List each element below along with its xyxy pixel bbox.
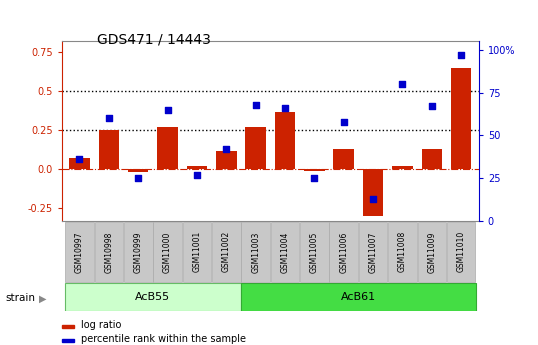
- FancyBboxPatch shape: [388, 222, 417, 282]
- Text: AcB55: AcB55: [136, 292, 171, 302]
- Point: [104, 116, 113, 121]
- FancyBboxPatch shape: [124, 222, 152, 282]
- Point: [163, 107, 172, 112]
- FancyBboxPatch shape: [153, 222, 182, 282]
- Text: GSM10997: GSM10997: [75, 231, 84, 273]
- Bar: [98, 130, 119, 169]
- Bar: [157, 127, 178, 169]
- FancyBboxPatch shape: [329, 222, 358, 282]
- Text: GDS471 / 14443: GDS471 / 14443: [97, 33, 211, 47]
- FancyBboxPatch shape: [300, 222, 329, 282]
- Point: [222, 146, 231, 152]
- Text: GSM10998: GSM10998: [104, 231, 114, 273]
- Bar: [69, 158, 90, 169]
- FancyBboxPatch shape: [65, 283, 241, 310]
- Text: GSM11002: GSM11002: [222, 231, 231, 273]
- Text: log ratio: log ratio: [81, 320, 121, 330]
- Bar: [392, 166, 413, 169]
- Text: percentile rank within the sample: percentile rank within the sample: [81, 334, 246, 344]
- Text: GSM11010: GSM11010: [457, 231, 466, 273]
- FancyBboxPatch shape: [447, 222, 476, 282]
- Bar: [334, 149, 354, 169]
- Point: [457, 52, 465, 58]
- Text: GSM11008: GSM11008: [398, 231, 407, 273]
- Text: GSM11006: GSM11006: [339, 231, 348, 273]
- FancyBboxPatch shape: [271, 222, 299, 282]
- FancyBboxPatch shape: [241, 283, 476, 310]
- Text: GSM11003: GSM11003: [251, 231, 260, 273]
- Bar: [363, 169, 384, 216]
- Bar: [128, 169, 148, 172]
- FancyBboxPatch shape: [182, 222, 211, 282]
- FancyBboxPatch shape: [242, 222, 270, 282]
- Text: GSM11000: GSM11000: [163, 231, 172, 273]
- Bar: [304, 169, 324, 171]
- Point: [369, 196, 378, 201]
- FancyBboxPatch shape: [212, 222, 240, 282]
- Point: [339, 119, 348, 125]
- Point: [75, 157, 84, 162]
- Bar: [422, 149, 442, 169]
- Text: AcB61: AcB61: [341, 292, 376, 302]
- Bar: [245, 127, 266, 169]
- FancyBboxPatch shape: [65, 222, 94, 282]
- Bar: [62, 339, 74, 342]
- Point: [193, 172, 201, 177]
- Bar: [187, 166, 207, 169]
- Text: GSM10999: GSM10999: [134, 231, 143, 273]
- Text: ▶: ▶: [39, 294, 47, 303]
- Bar: [216, 151, 237, 169]
- Text: GSM11001: GSM11001: [193, 231, 201, 273]
- Text: GSM11005: GSM11005: [310, 231, 319, 273]
- Bar: [275, 111, 295, 169]
- Bar: [62, 325, 74, 328]
- FancyBboxPatch shape: [417, 222, 446, 282]
- Text: GSM11007: GSM11007: [369, 231, 378, 273]
- Point: [398, 81, 407, 87]
- Text: strain: strain: [5, 294, 36, 303]
- Point: [428, 104, 436, 109]
- Point: [281, 105, 289, 111]
- FancyBboxPatch shape: [95, 222, 123, 282]
- Bar: [451, 68, 471, 169]
- Point: [134, 175, 143, 181]
- Point: [251, 102, 260, 107]
- FancyBboxPatch shape: [359, 222, 387, 282]
- Text: GSM11009: GSM11009: [427, 231, 436, 273]
- Point: [310, 175, 318, 181]
- Text: GSM11004: GSM11004: [280, 231, 289, 273]
